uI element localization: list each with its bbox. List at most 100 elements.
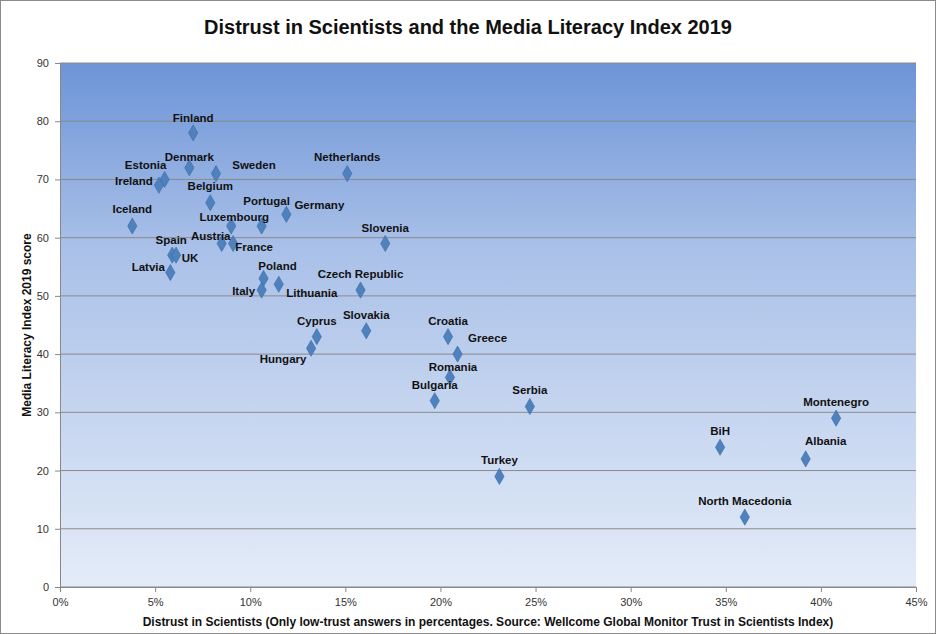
point xyxy=(128,218,137,234)
tick-label: 0% xyxy=(53,596,69,608)
point-label: Romania xyxy=(429,361,478,373)
point xyxy=(495,468,504,484)
tick: 40 xyxy=(37,348,60,360)
x-axis-title: Distrust in Scientists (Only low-trust a… xyxy=(143,615,834,629)
plot: 01020304050607080900%5%10%15%20%25%30%35… xyxy=(37,57,928,608)
tick-mark xyxy=(55,587,60,588)
title: Distrust in Scientists and the Media Lit… xyxy=(204,16,732,38)
point xyxy=(312,329,321,345)
tick-mark xyxy=(631,587,632,592)
y-axis: 0102030405060708090 xyxy=(37,57,61,593)
tick-mark xyxy=(250,587,251,592)
point-label: Ireland xyxy=(115,175,153,187)
point xyxy=(171,247,180,263)
tick-label: 0 xyxy=(43,581,49,593)
tick-mark xyxy=(55,179,60,180)
tick-mark xyxy=(55,238,60,239)
point-label: Germany xyxy=(294,199,344,211)
point-labels: FinlandDenmarkEstoniaIrelandSwedenBelgiu… xyxy=(112,112,869,507)
grid-line xyxy=(60,63,916,64)
point-label: Spain xyxy=(156,234,187,246)
point xyxy=(381,235,390,251)
tick-mark xyxy=(345,587,346,592)
point xyxy=(430,393,439,409)
tick-label: 60 xyxy=(37,232,49,244)
tick: 0% xyxy=(53,587,69,608)
point-label: Serbia xyxy=(512,384,548,396)
point-label: Albania xyxy=(805,435,847,447)
tick-label: 35% xyxy=(715,596,737,608)
tick-label: 20 xyxy=(37,465,49,477)
tick: 5% xyxy=(148,587,164,608)
tick: 10% xyxy=(240,587,262,608)
tick-mark xyxy=(55,121,60,122)
tick: 35% xyxy=(715,587,737,608)
tick-label: 40% xyxy=(810,596,832,608)
point-label: Croatia xyxy=(428,315,468,327)
tick-label: 5% xyxy=(148,596,164,608)
tick-label: 10 xyxy=(37,523,49,535)
tick: 15% xyxy=(335,587,357,608)
tick-label: 30% xyxy=(620,596,642,608)
grid-line xyxy=(60,237,916,238)
tick-mark xyxy=(55,412,60,413)
point-label: Lithuania xyxy=(286,287,338,299)
grid-line xyxy=(60,295,916,296)
tick: 10 xyxy=(37,523,60,535)
tick-mark xyxy=(726,587,727,592)
point-label: Montenegro xyxy=(803,396,869,408)
x-axis: 0%5%10%15%20%25%30%35%40%45% xyxy=(53,587,928,608)
tick-label: 10% xyxy=(240,596,262,608)
point-label: Turkey xyxy=(481,454,518,466)
point xyxy=(189,125,198,141)
point xyxy=(715,439,724,455)
point-label: Poland xyxy=(258,260,296,272)
point-label: France xyxy=(235,241,273,253)
point xyxy=(257,282,266,298)
point xyxy=(166,265,175,281)
point-label: Cyprus xyxy=(297,315,337,327)
tick-mark xyxy=(55,63,60,64)
point-label: Iceland xyxy=(112,203,152,215)
point xyxy=(453,346,462,362)
point xyxy=(362,323,371,339)
point xyxy=(306,340,315,356)
tick: 80 xyxy=(37,115,60,127)
tick: 40% xyxy=(810,587,832,608)
tick: 20% xyxy=(430,587,452,608)
point-label: Finland xyxy=(173,112,214,124)
grid-line xyxy=(60,470,916,471)
plot-background xyxy=(60,63,916,587)
chart: 01020304050607080900%5%10%15%20%25%30%35… xyxy=(0,0,936,634)
tick: 0 xyxy=(43,581,60,593)
tick-label: 40 xyxy=(37,348,49,360)
tick-mark xyxy=(55,529,60,530)
point-label: Portugal xyxy=(243,195,290,207)
point-label: Belgium xyxy=(188,180,233,192)
tick-label: 20% xyxy=(430,596,452,608)
y-axis-title: Media Literacy Index 2019 score xyxy=(20,233,34,417)
point-label: Greece xyxy=(468,332,507,344)
tick: 60 xyxy=(37,232,60,244)
point-label: BiH xyxy=(710,425,730,437)
tick: 30% xyxy=(620,587,642,608)
point-label: North Macedonia xyxy=(698,495,792,507)
point-label: Denmark xyxy=(165,151,215,163)
grid-line xyxy=(60,412,916,413)
point xyxy=(206,195,215,211)
point-label: Czech Republic xyxy=(318,268,404,280)
tick: 70 xyxy=(37,173,60,185)
axis-line xyxy=(55,64,61,588)
tick-mark xyxy=(55,471,60,472)
tick-mark xyxy=(440,587,441,592)
tick-label: 70 xyxy=(37,173,49,185)
point-label: Sweden xyxy=(232,159,275,171)
tick-label: 25% xyxy=(525,596,547,608)
tick-mark xyxy=(916,587,917,592)
point-label: Slovakia xyxy=(343,309,390,321)
point-label: Latvia xyxy=(132,261,166,273)
point xyxy=(356,282,365,298)
point xyxy=(831,410,840,426)
grid-line xyxy=(60,354,916,355)
point-label: Austria xyxy=(191,230,231,242)
